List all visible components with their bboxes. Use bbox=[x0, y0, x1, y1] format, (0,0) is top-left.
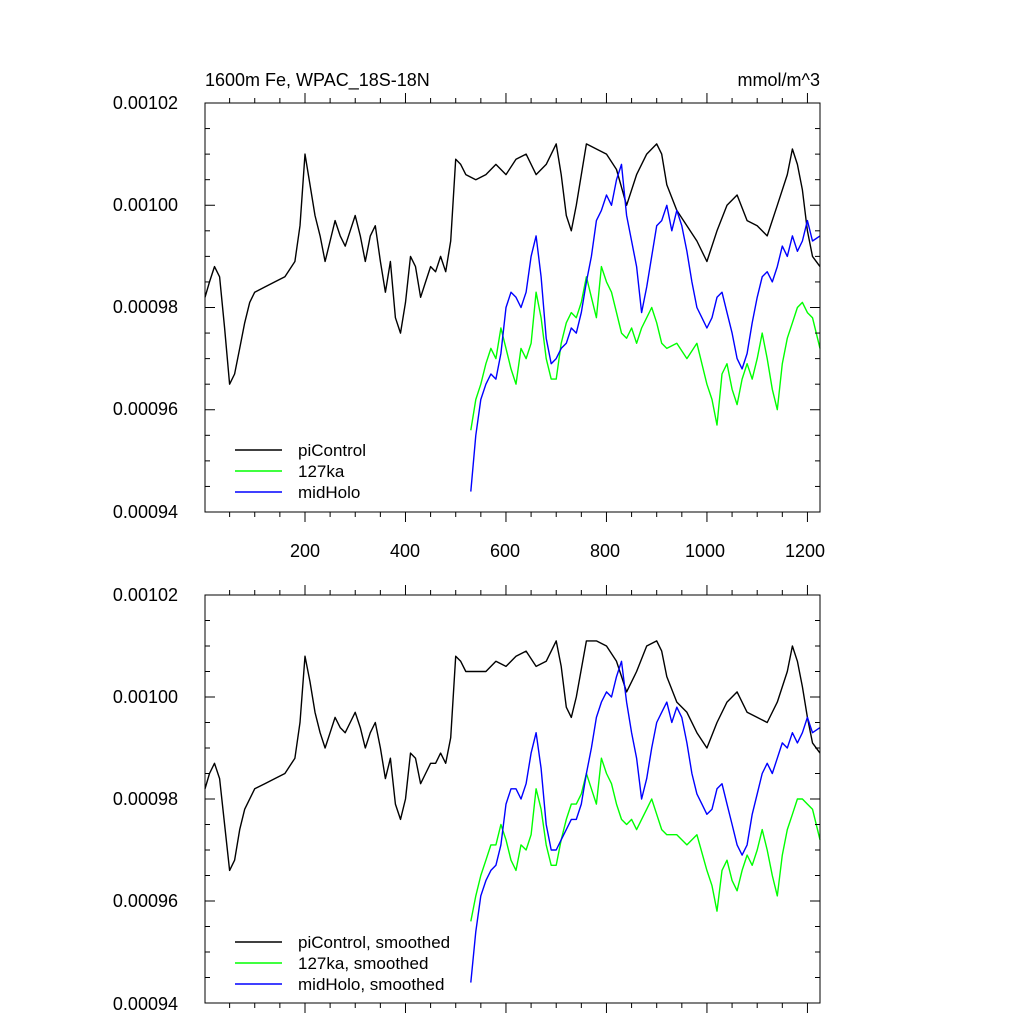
legend-label-127ka: 127ka bbox=[298, 462, 345, 481]
y-tick-label: 0.00102 bbox=[113, 93, 178, 113]
series-line-127ka bbox=[470, 265, 821, 431]
series-line-midholo bbox=[470, 163, 821, 492]
series-line-picontrol bbox=[204, 143, 821, 385]
x-tick-label: 200 bbox=[290, 541, 320, 561]
legend-bottom: piControl, smoothed 127ka, smoothed midH… bbox=[235, 933, 450, 994]
legend-label-127ka-smoothed: 127ka, smoothed bbox=[298, 954, 428, 973]
legend-label-midholo-smoothed: midHolo, smoothed bbox=[298, 975, 444, 994]
legend-label-picontrol: piControl bbox=[298, 441, 366, 460]
legend-label-picontrol-smoothed: piControl, smoothed bbox=[298, 933, 450, 952]
y-tick-label: 0.00102 bbox=[113, 585, 178, 605]
y-tick-labels-bottom: 0.00102 0.00100 0.00098 0.00096 0.00094 bbox=[113, 585, 178, 1014]
y-tick-label: 0.00094 bbox=[113, 502, 178, 522]
series-line-picontrol-smoothed bbox=[204, 640, 821, 872]
y-tick-label: 0.00100 bbox=[113, 687, 178, 707]
x-tick-label: 600 bbox=[490, 541, 520, 561]
legend-label-midholo: midHolo bbox=[298, 483, 360, 502]
units-label: mmol/m^3 bbox=[738, 70, 820, 90]
x-tick-label: 1200 bbox=[785, 541, 825, 561]
series-line-127ka-smoothed bbox=[470, 757, 821, 922]
y-tick-label: 0.00096 bbox=[113, 399, 178, 419]
x-tick-label: 1000 bbox=[685, 541, 725, 561]
y-tick-labels-top: 0.00102 0.00100 0.00098 0.00096 0.00094 bbox=[113, 93, 178, 522]
y-tick-label: 0.00094 bbox=[113, 994, 178, 1014]
y-tick-label: 0.00098 bbox=[113, 297, 178, 317]
x-tick-label: 400 bbox=[390, 541, 420, 561]
y-tick-label: 0.00096 bbox=[113, 891, 178, 911]
x-tick-label: 800 bbox=[590, 541, 620, 561]
x-tick-labels-top: 200 400 600 800 1000 1200 bbox=[290, 541, 825, 561]
legend-top: piControl 127ka midHolo bbox=[235, 441, 366, 502]
y-tick-label: 0.00098 bbox=[113, 789, 178, 809]
panel-top: 1600m Fe, WPAC_18S-18N mmol/m^3 0.00102 … bbox=[113, 70, 825, 561]
y-tick-label: 0.00100 bbox=[113, 195, 178, 215]
chart-title: 1600m Fe, WPAC_18S-18N bbox=[205, 70, 430, 91]
series-line-midholo-smoothed bbox=[470, 660, 821, 983]
panel-bottom: 0.00102 0.00100 0.00098 0.00096 0.00094 … bbox=[113, 585, 821, 1014]
